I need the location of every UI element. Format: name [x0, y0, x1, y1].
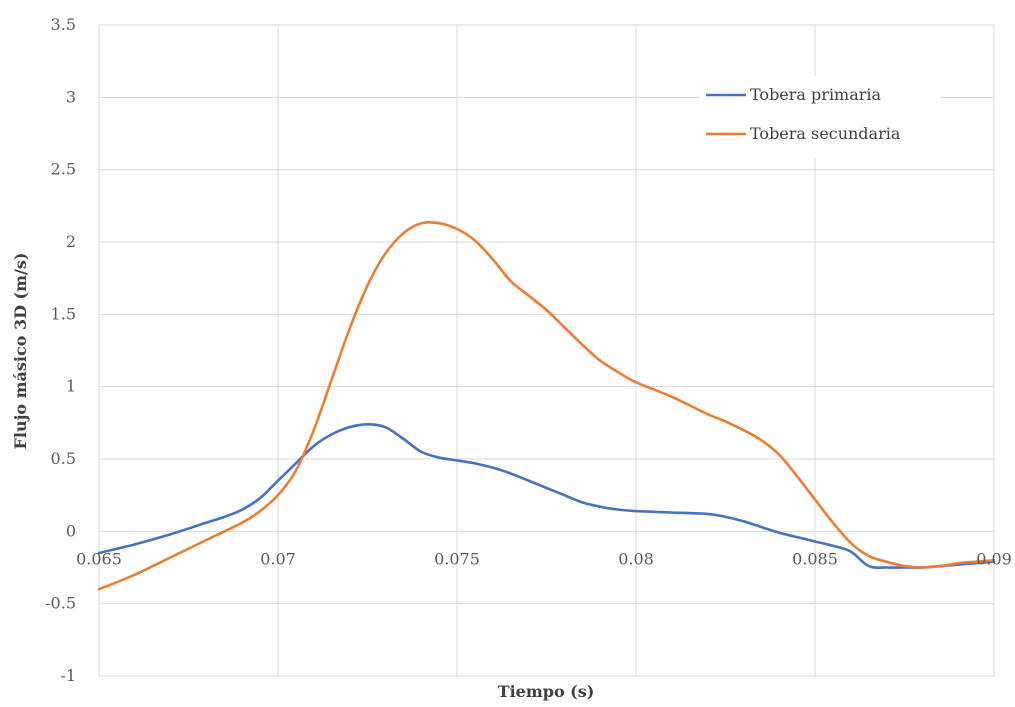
y-tick-label: 0.5	[51, 449, 76, 468]
y-axis-ticks: -1 -0.5 0 0.5 1 1.5 2 2.5 3 3.5	[45, 15, 76, 685]
x-tick-label: 0.09	[976, 549, 1012, 568]
y-tick-label: 3	[66, 87, 76, 106]
series-lines	[97, 220, 996, 591]
y-tick-label: -0.5	[45, 594, 76, 613]
x-axis-ticks: 0.065 0.07 0.075 0.08 0.085 0.09	[76, 549, 1012, 568]
legend-label-1: Tobera primaria	[750, 85, 882, 104]
x-tick-label: 0.065	[76, 549, 122, 568]
y-tick-label: -1	[60, 666, 76, 685]
x-tick-label: 0.075	[434, 549, 480, 568]
x-tick-label: 0.08	[618, 549, 654, 568]
legend-background	[700, 76, 940, 158]
x-tick-label: 0.085	[792, 549, 838, 568]
legend: Tobera primaria Tobera secundaria	[700, 76, 940, 158]
x-tick-label: 0.07	[260, 549, 296, 568]
y-tick-label: 1.5	[51, 304, 76, 323]
y-axis-title: Flujo másico 3D (m/s)	[11, 253, 30, 450]
x-axis-title: Tiempo (s)	[498, 682, 595, 701]
legend-label-2: Tobera secundaria	[750, 124, 901, 143]
series-line-2	[97, 220, 996, 591]
y-tick-label: 2	[66, 232, 76, 251]
gridlines	[98, 24, 995, 677]
y-tick-label: 3.5	[51, 15, 76, 34]
y-tick-label: 0	[66, 521, 76, 540]
series-line-1	[97, 422, 996, 569]
y-tick-label: 2.5	[51, 160, 76, 179]
y-tick-label: 1	[66, 377, 76, 396]
